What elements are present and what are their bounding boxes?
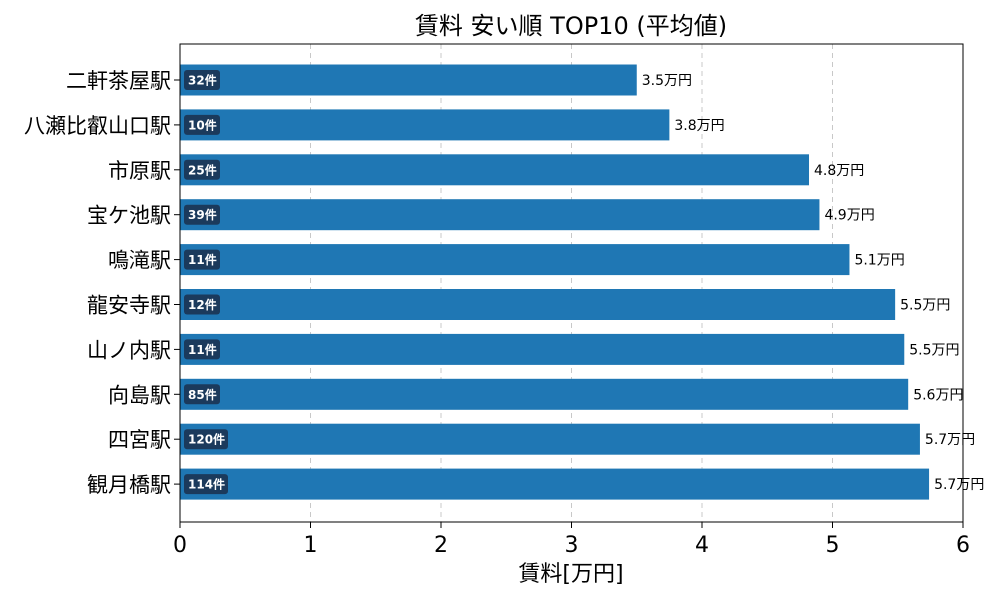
x-tick-label: 2 [434,533,448,558]
count-label: 114件 [188,477,225,492]
x-axis-label: 賃料[万円] [518,562,623,587]
bar [180,154,810,186]
count-badge [184,159,220,180]
y-tick-label: 宝ケ池駅 [87,204,171,228]
bar [180,289,896,320]
count-badge [184,474,228,495]
value-label: 5.1万円 [854,253,904,269]
y-tick-label: 二軒茶屋駅 [66,69,171,93]
bar [180,378,909,410]
count-label: 10件 [188,117,217,132]
x-tick-label: 6 [956,533,970,558]
value-label: 4.9万円 [824,208,874,224]
count-label: 12件 [188,297,217,312]
y-tick-label: 龍安寺駅 [87,294,171,318]
count-label: 120件 [188,432,225,447]
bar [180,199,820,231]
count-badge [184,204,220,225]
value-label: 3.8万円 [674,118,724,134]
y-tick-label: 市原駅 [108,159,171,183]
x-tick-label: 1 [304,533,318,558]
count-badge [184,429,228,450]
y-tick-label: 山ノ内駅 [87,338,171,362]
count-label: 32件 [188,73,217,88]
bars: 3.5万円 32件 3.8万円 10件 4.8万円 25件 4.9万円 39件 5.1万円 11件… [180,64,984,500]
count-label: 25件 [188,162,217,177]
count-label: 11件 [188,252,217,267]
count-badge [184,114,220,135]
count-label: 39件 [188,207,217,222]
bar [180,244,850,276]
x-tick-label: 0 [173,533,187,558]
count-badge [184,294,220,315]
y-tick-label: 観月橋駅 [87,473,171,497]
value-label: 5.5万円 [909,342,959,358]
x-tick-label: 3 [565,533,579,558]
value-label: 4.8万円 [814,163,864,179]
bar [180,333,905,365]
x-tick-label: 4 [695,533,709,558]
y-tick-label: 向島駅 [108,383,171,407]
value-label: 5.7万円 [925,432,975,448]
chart-title: 賃料 安い順 TOP10 (平均値) [415,12,727,40]
bar [180,423,920,455]
x-tick-label: 5 [826,533,840,558]
axes: 0 1 2 3 4 5 6 二軒茶屋駅八瀬比叡山口駅市原駅宝ケ池駅鳴滝駅龍安寺駅山ノ内駅向島駅… [24,69,970,558]
count-badge [184,339,220,360]
count-badge [184,249,220,270]
bar [180,109,670,141]
count-badge [184,70,220,90]
count-label: 85件 [188,387,217,402]
y-tick-label: 八瀬比叡山口駅 [24,114,171,138]
count-badge [184,384,220,405]
y-tick-label: 四宮駅 [108,428,171,452]
y-tick-label: 鳴滝駅 [108,249,171,273]
count-label: 11件 [188,342,217,357]
value-label: 3.5万円 [642,73,692,89]
value-label: 5.7万円 [934,477,984,493]
bar [180,64,637,96]
bar [180,468,930,500]
value-label: 5.6万円 [913,387,963,403]
value-label: 5.5万円 [900,298,950,314]
